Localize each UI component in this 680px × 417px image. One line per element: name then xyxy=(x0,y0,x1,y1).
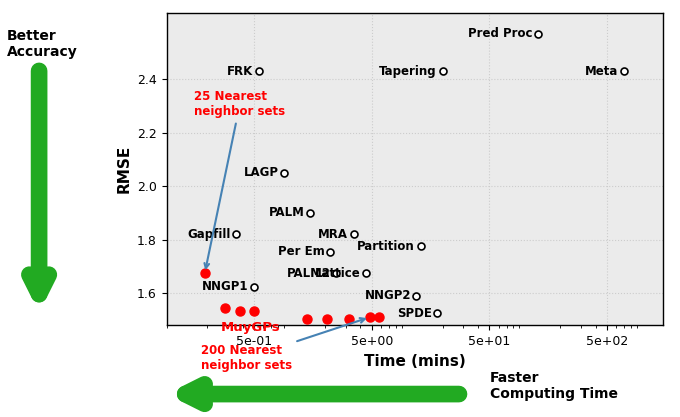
Text: Per Em: Per Em xyxy=(277,245,324,258)
Text: 200 Nearest
neighbor sets: 200 Nearest neighbor sets xyxy=(201,318,364,372)
Text: Gapfill: Gapfill xyxy=(187,228,231,241)
Text: Partition: Partition xyxy=(357,240,415,253)
Text: PALM2: PALM2 xyxy=(287,266,330,280)
Text: Tapering: Tapering xyxy=(379,65,437,78)
Text: Better
Accuracy: Better Accuracy xyxy=(7,29,78,59)
Text: NNGP1: NNGP1 xyxy=(202,280,249,293)
Text: MRA: MRA xyxy=(318,228,348,241)
Text: NNGP2: NNGP2 xyxy=(364,289,411,302)
Text: SPDE: SPDE xyxy=(396,307,432,320)
Text: Faster
Computing Time: Faster Computing Time xyxy=(490,371,617,401)
Text: Meta: Meta xyxy=(585,65,619,78)
X-axis label: Time (mins): Time (mins) xyxy=(364,354,466,369)
Text: LAGP: LAGP xyxy=(243,166,279,179)
Text: 25 Nearest
neighbor sets: 25 Nearest neighbor sets xyxy=(194,90,286,268)
Text: Lattice: Lattice xyxy=(315,266,361,280)
Y-axis label: RMSE: RMSE xyxy=(116,145,131,193)
Text: MuyGPs: MuyGPs xyxy=(221,321,280,334)
Text: PALM: PALM xyxy=(269,206,305,219)
Text: Pred Proc: Pred Proc xyxy=(468,28,532,40)
Text: FRK: FRK xyxy=(227,65,254,78)
